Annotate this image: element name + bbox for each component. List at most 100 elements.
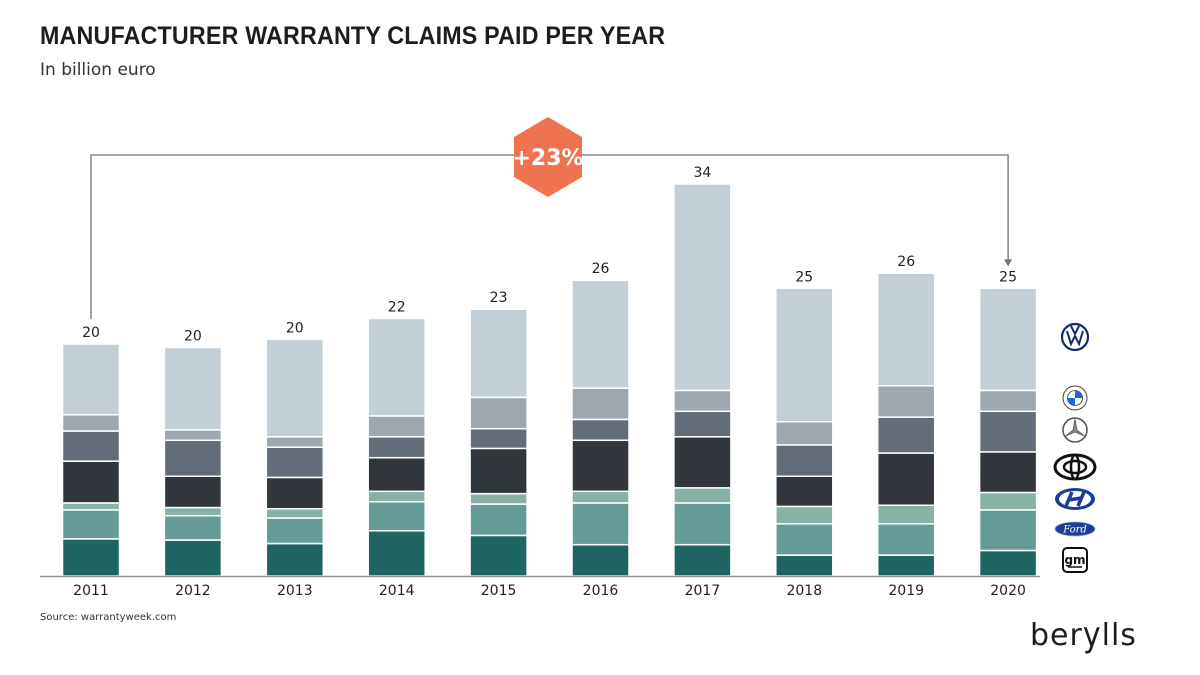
chart-title: MANUFACTURER WARRANTY CLAIMS PAID PER YE… <box>40 22 666 50</box>
bar-segment-mercedes-benz-2014 <box>367 436 426 459</box>
bar-segment-bmw-2018 <box>775 420 834 446</box>
bar-segment-bmw-2014 <box>367 415 426 438</box>
bar-segment-mercedes-benz-2013 <box>265 446 325 479</box>
x-tick-label: 2019 <box>888 583 924 599</box>
bar-segment-ford-2017 <box>673 502 732 546</box>
bar-segment-bmw-2016 <box>571 387 630 421</box>
bar-segment-toyota-2017 <box>673 436 732 489</box>
bar-segment-volkswagen-2014 <box>367 317 426 417</box>
bar-segment-bmw-2019 <box>876 385 936 418</box>
bar-segment-bmw-2015 <box>469 396 528 430</box>
bar-segment-gm-2013 <box>265 542 325 577</box>
hyundai-logo <box>1055 488 1095 510</box>
x-tick-label: 2012 <box>175 583 211 599</box>
x-tick-label: 2011 <box>73 583 109 599</box>
bar-segment-hyundai-2011 <box>61 502 121 511</box>
x-tick-label: 2020 <box>990 583 1026 599</box>
bar-segment-bmw-2012 <box>163 429 223 442</box>
bar-segment-hyundai-2012 <box>163 506 223 517</box>
bar-segment-gm-2016 <box>571 543 630 577</box>
x-tick-label: 2016 <box>583 583 619 599</box>
bar-segment-ford-2012 <box>163 514 223 541</box>
bar-segment-toyota-2012 <box>163 475 223 509</box>
svg-text:gm: gm <box>1064 553 1085 567</box>
bar-segment-hyundai-2015 <box>469 492 528 505</box>
x-tick-label: 2017 <box>685 583 721 599</box>
bar-segment-volkswagen-2013 <box>265 338 325 438</box>
total-label: 26 <box>897 254 915 270</box>
gm-logo: gm <box>1062 547 1088 573</box>
bar-segment-volkswagen-2012 <box>163 346 223 431</box>
bar-segment-ford-2016 <box>571 502 630 546</box>
legend-logos: Ford gm <box>1053 322 1097 573</box>
bar-segment-toyota-2014 <box>367 456 426 493</box>
bar-segment-volkswagen-2011 <box>61 343 121 416</box>
bar-segment-toyota-2016 <box>571 439 630 493</box>
bar-segment-mercedes-benz-2015 <box>469 427 528 450</box>
total-label: 26 <box>592 261 610 277</box>
bar-segment-hyundai-2017 <box>673 487 732 504</box>
bar-segment-hyundai-2014 <box>367 490 426 503</box>
bar-segment-volkswagen-2018 <box>775 287 834 423</box>
bar-segment-ford-2018 <box>775 523 834 556</box>
bar-segment-toyota-2011 <box>61 460 121 504</box>
bar-segment-gm-2015 <box>469 534 528 577</box>
vw-logo <box>1060 322 1090 352</box>
bar-segment-hyundai-2019 <box>876 504 936 525</box>
bar-segment-ford-2015 <box>469 503 528 537</box>
total-label: 20 <box>184 328 202 344</box>
x-tick-labels: 2011 2012 2013 2014 2015 2016 2017 2018 2019 2020 <box>73 583 1026 599</box>
total-label: 34 <box>693 165 711 181</box>
total-label: 25 <box>795 269 813 285</box>
bracket-line <box>90 154 1009 319</box>
bar-segment-hyundai-2018 <box>775 505 834 525</box>
bar-segment-gm-2017 <box>673 543 732 577</box>
bar-segment-volkswagen-2016 <box>571 279 630 389</box>
bar-segment-mercedes-benz-2018 <box>775 444 834 477</box>
bar-segment-bmw-2011 <box>61 414 121 432</box>
bar-segment-toyota-2020 <box>978 451 1038 494</box>
hexagon-badge <box>514 117 582 197</box>
bar-segment-ford-2019 <box>876 523 936 556</box>
annotation-text: +23% <box>512 146 583 171</box>
mercedes-logo <box>1062 417 1088 443</box>
bar-segment-toyota-2015 <box>469 447 528 495</box>
x-tick-label: 2015 <box>481 583 517 599</box>
bar-segment-volkswagen-2015 <box>469 308 528 399</box>
bar-segment-gm-2011 <box>61 538 121 577</box>
bar-segment-gm-2019 <box>876 554 936 577</box>
bar-segment-hyundai-2020 <box>978 491 1038 511</box>
bar-segment-mercedes-benz-2012 <box>163 439 223 477</box>
bar-segment-bmw-2020 <box>978 389 1038 413</box>
bar-segment-gm-2012 <box>163 539 223 577</box>
bar-segment-mercedes-benz-2017 <box>673 410 732 438</box>
bars <box>61 183 1038 577</box>
bar-segment-bmw-2013 <box>265 436 325 448</box>
bar-segment-ford-2014 <box>367 501 426 532</box>
bar-segment-toyota-2018 <box>775 475 834 508</box>
bar-segment-ford-2020 <box>978 509 1038 552</box>
bar-segment-mercedes-benz-2020 <box>978 410 1038 453</box>
bar-segment-volkswagen-2017 <box>673 183 732 392</box>
x-tick-label: 2018 <box>786 583 822 599</box>
svg-text:Ford: Ford <box>1062 525 1087 536</box>
bar-segment-ford-2011 <box>61 509 121 540</box>
annotation-badge: +23% <box>512 117 584 197</box>
bar-segment-toyota-2019 <box>876 452 936 506</box>
bar-segment-volkswagen-2020 <box>978 287 1038 392</box>
total-label: 20 <box>82 325 100 341</box>
chart-subtitle: In billion euro <box>40 60 156 80</box>
bar-segment-volkswagen-2019 <box>876 272 936 387</box>
bar-segment-gm-2020 <box>978 549 1038 577</box>
total-label: 23 <box>490 290 508 306</box>
bmw-logo <box>1062 385 1088 411</box>
bar-segment-mercedes-benz-2016 <box>571 418 630 442</box>
bar-segment-ford-2013 <box>265 517 325 545</box>
bar-segment-bmw-2017 <box>673 389 732 413</box>
brand-logo: berylls <box>1030 615 1137 656</box>
bar-segment-hyundai-2016 <box>571 490 630 504</box>
ford-logo: Ford <box>1054 521 1096 537</box>
x-tick-label: 2014 <box>379 583 415 599</box>
source-note: Source: warrantyweek.com <box>40 612 177 623</box>
